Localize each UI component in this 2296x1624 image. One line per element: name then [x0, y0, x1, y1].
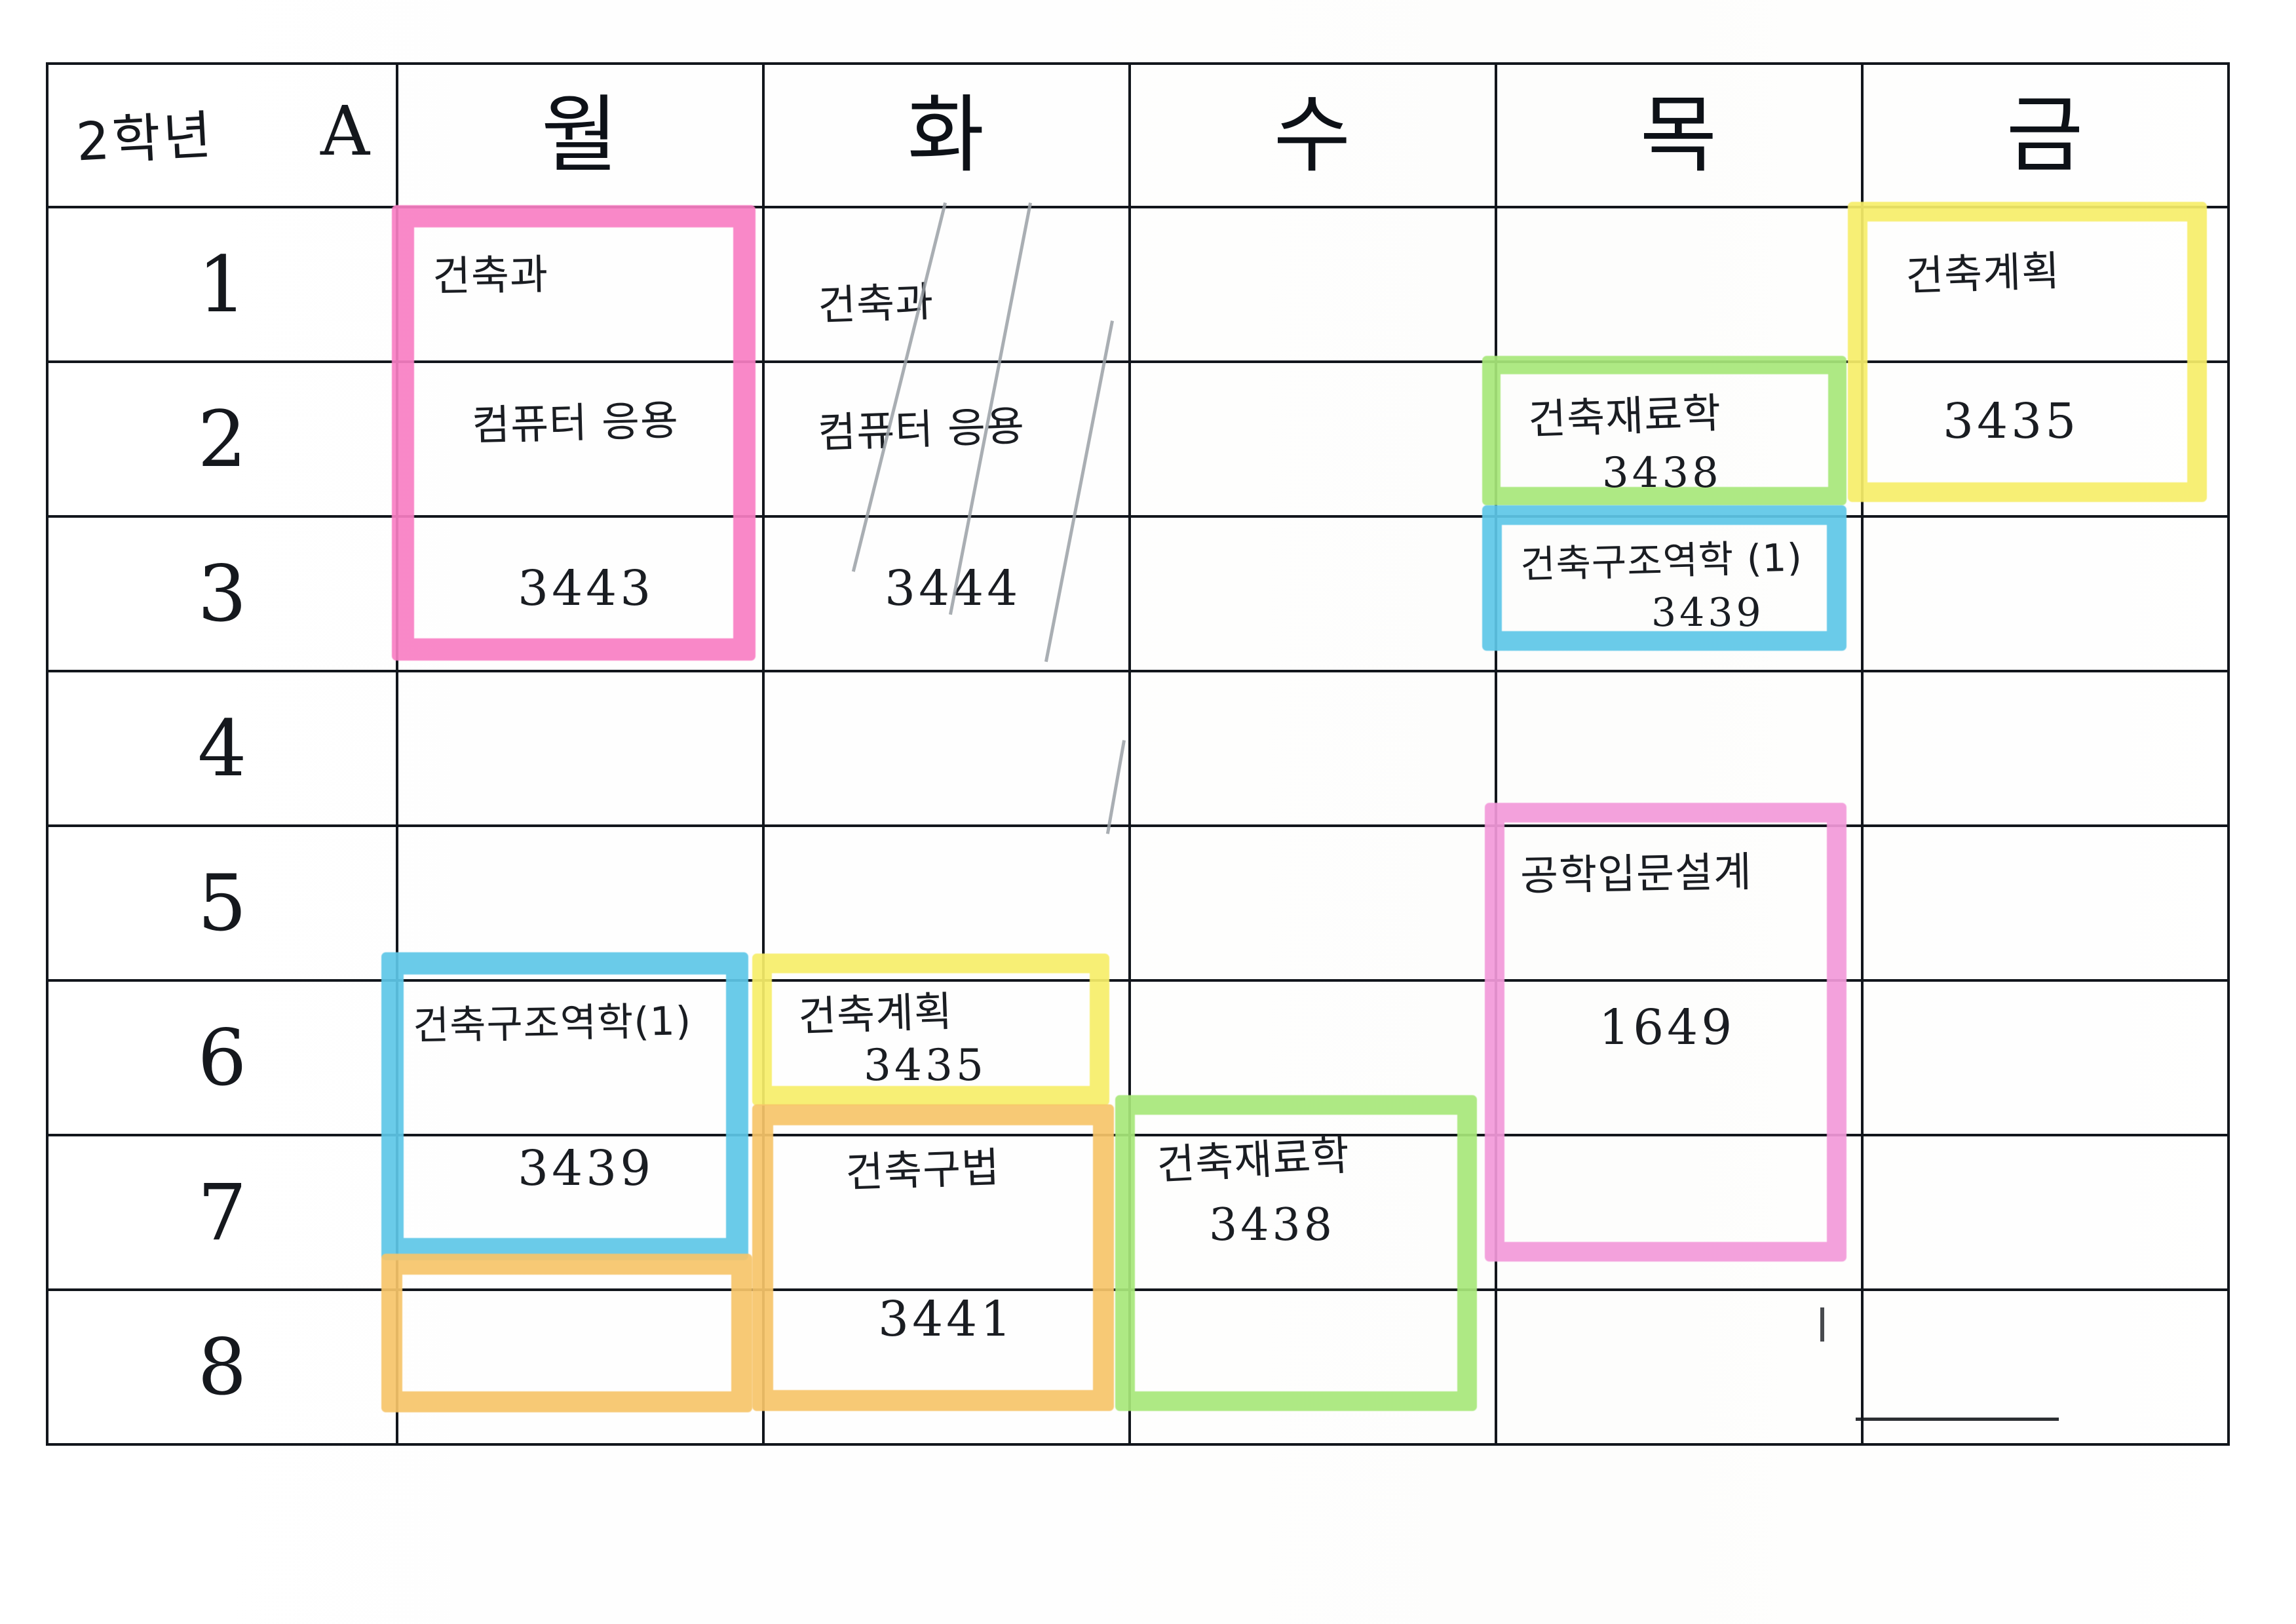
cancel-stroke-1	[851, 202, 947, 572]
cell-wed-4[interactable]	[1128, 670, 1497, 827]
cell-wed-3[interactable]	[1128, 515, 1497, 672]
period-label-6: 6	[46, 979, 398, 1136]
entry-thu-3-subject: 건축구조역학 (1)	[1520, 535, 1803, 587]
cell-thu-8[interactable]	[1495, 1288, 1864, 1446]
cell-tue-4[interactable]	[762, 670, 1131, 827]
entry-thu-2-subject: 건축재료학	[1527, 389, 1723, 444]
cell-mon-4[interactable]	[396, 670, 765, 827]
cell-fri-5[interactable]	[1861, 824, 2230, 982]
cell-mon-2[interactable]	[396, 360, 765, 518]
entry-thu-2-room: 3438	[1602, 449, 1722, 497]
cancel-stroke-3	[1044, 320, 1114, 663]
timetable-row: 6	[46, 979, 2230, 1136]
entry-mon-6-8-subject: 건축구조역학(1)	[412, 998, 692, 1049]
entry-thu-5-7-subject: 공학입문설계	[1520, 847, 1753, 900]
entry-fri-1-2-room: 3435	[1943, 393, 2080, 450]
entry-mon-1-4-room: 3443	[518, 560, 655, 617]
stray-pen-mark-fri	[1820, 1307, 1824, 1342]
timetable-row: 8	[46, 1288, 2230, 1446]
cell-tue-2[interactable]	[762, 360, 1131, 518]
cancel-stroke-4	[1105, 740, 1126, 834]
cell-fri-1[interactable]	[1861, 206, 2230, 363]
day-header-tue: 화	[762, 62, 1131, 208]
cell-fri-6[interactable]	[1861, 979, 2230, 1136]
class-label: A	[320, 91, 370, 171]
cell-thu-5[interactable]	[1495, 824, 1864, 982]
cell-wed-1[interactable]	[1128, 206, 1497, 363]
cell-mon-8[interactable]	[396, 1288, 765, 1446]
period-label-3: 3	[46, 515, 398, 672]
entry-tue-6-room: 3435	[864, 1040, 987, 1091]
period-label-8: 8	[46, 1288, 398, 1446]
cell-tue-7[interactable]	[762, 1134, 1131, 1291]
cell-wed-7[interactable]	[1128, 1134, 1497, 1291]
entry-fri-1-2-subject: 건축계획	[1904, 246, 2061, 301]
day-header-thu: 목	[1495, 62, 1864, 208]
cell-fri-7[interactable]	[1861, 1134, 2230, 1291]
entry-thu-5-7-room: 1649	[1599, 999, 1736, 1056]
entry-thu-3-room: 3439	[1651, 590, 1765, 636]
entry-mon-6-8-room: 3439	[518, 1140, 655, 1197]
timetable-container: 2학년 A 월 화 수 목 금 1 2 3	[46, 62, 2230, 1446]
day-header-fri: 금	[1861, 62, 2230, 208]
cell-fri-4[interactable]	[1861, 670, 2230, 827]
entry-tue-6-subject: 건축계획	[797, 987, 954, 1041]
cell-wed-2[interactable]	[1128, 360, 1497, 518]
entry-wed-7-8-room: 3438	[1209, 1199, 1336, 1251]
handwriting-layer: 건축과 컴퓨터 응용 3443 건축과 컴퓨터 응용 3444 건축재료학 34…	[46, 62, 2211, 1422]
cell-wed-5[interactable]	[1128, 824, 1497, 982]
stray-underline-fri	[1856, 1418, 2059, 1421]
cell-tue-8[interactable]	[762, 1288, 1131, 1446]
day-header-wed: 수	[1128, 62, 1497, 208]
entry-tue-7-8-subject: 건축구법	[844, 1143, 1001, 1197]
cell-mon-1[interactable]	[396, 206, 765, 363]
entry-wed-7-8-subject: 건축재료학	[1155, 1131, 1351, 1189]
period-label-4: 4	[46, 670, 398, 827]
period-label-2: 2	[46, 360, 398, 518]
cell-fri-3[interactable]	[1861, 515, 2230, 672]
entry-tue-7-8-room: 3441	[878, 1291, 1015, 1347]
entry-mon-1-4-subject-line1: 건축과	[432, 250, 549, 301]
period-label-1: 1	[46, 206, 398, 363]
header-corner-cell: 2학년 A	[46, 62, 398, 208]
cell-tue-1[interactable]	[762, 206, 1131, 363]
cell-thu-4[interactable]	[1495, 670, 1864, 827]
timetable-row: 4	[46, 670, 2230, 827]
timetable-row: 3	[46, 515, 2230, 672]
period-label-5: 5	[46, 824, 398, 982]
cell-mon-6[interactable]	[396, 979, 765, 1136]
timetable-row: 1	[46, 206, 2230, 363]
entry-mon-1-4-subject-line2: 컴퓨터 응용	[471, 396, 679, 450]
period-label-7: 7	[46, 1134, 398, 1291]
cell-thu-7[interactable]	[1495, 1134, 1864, 1291]
entry-tue-1-4-subject-line2: 컴퓨터 응용	[816, 402, 1026, 457]
